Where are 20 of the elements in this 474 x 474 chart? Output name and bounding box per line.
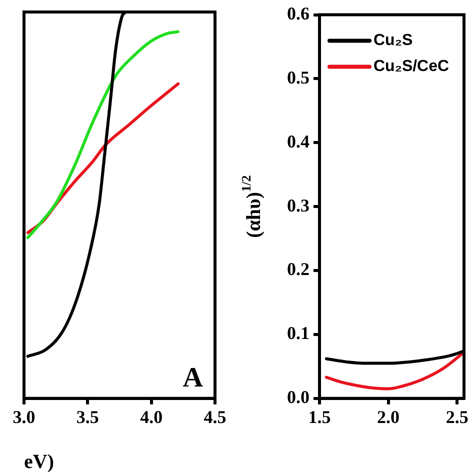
- y-tick-label: 0.3: [287, 195, 310, 216]
- y-axis-title: (αhυ)1/2: [238, 175, 266, 238]
- y-tick-label: 0.1: [287, 323, 310, 344]
- x-tick-label: 3.0: [12, 406, 36, 427]
- y-tick-label: 0.6: [287, 3, 310, 24]
- annotation: A: [182, 362, 204, 394]
- y-tick-label: 0.5: [287, 67, 310, 88]
- x-axis-title: eV): [24, 451, 54, 473]
- x-tick-label: 4.0: [140, 406, 163, 427]
- x-tick-label: 1.5: [308, 406, 331, 427]
- line-series: [324, 350, 466, 390]
- y-tick-label: 0.4: [287, 131, 310, 152]
- x-tick-label: 3.5: [76, 406, 99, 427]
- legend-label: Cu₂S: [374, 32, 413, 50]
- x-tick-label: 2.5: [446, 406, 468, 427]
- x-tick-label: 2.0: [377, 406, 400, 427]
- y-tick-label: 0.0: [287, 387, 310, 408]
- legend-label: Cu₂S/CeC: [374, 58, 450, 76]
- x-tick-label: 4.5: [204, 406, 226, 427]
- y-tick-label: 0.2: [287, 259, 310, 280]
